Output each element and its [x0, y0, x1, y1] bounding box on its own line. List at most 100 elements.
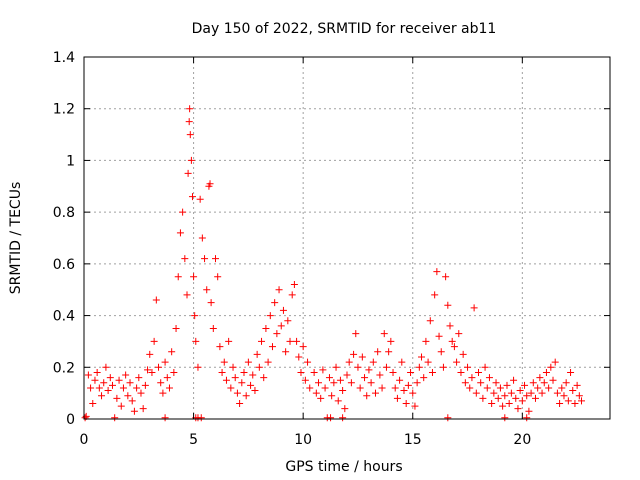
data-point: [325, 374, 333, 382]
data-point: [277, 322, 285, 330]
data-point: [214, 273, 222, 281]
data-point: [439, 363, 447, 371]
data-point: [161, 358, 169, 366]
data-point: [503, 381, 511, 389]
data-point: [525, 407, 533, 415]
data-point: [157, 379, 165, 387]
data-point: [260, 374, 268, 382]
data-point: [339, 414, 347, 422]
data-point: [222, 376, 230, 384]
data-point: [407, 368, 415, 376]
data-point: [244, 358, 252, 366]
data-point: [382, 363, 390, 371]
data-point: [396, 376, 404, 384]
data-point: [354, 363, 362, 371]
data-point: [310, 368, 318, 376]
data-point: [170, 368, 178, 376]
data-point: [247, 381, 255, 389]
data-point: [327, 414, 335, 422]
y-tick-label: 0.4: [53, 309, 75, 325]
data-point: [328, 392, 336, 400]
data-point: [188, 193, 196, 201]
x-tick-label: 15: [404, 432, 422, 448]
data-point: [312, 389, 320, 397]
data-point: [371, 389, 379, 397]
data-point: [385, 348, 393, 356]
data-point: [567, 368, 575, 376]
data-point: [510, 376, 518, 384]
plot-frame: [83, 56, 611, 420]
data-point: [369, 358, 377, 366]
data-point: [330, 379, 338, 387]
data-point: [551, 358, 559, 366]
data-point: [464, 363, 472, 371]
data-point: [206, 180, 214, 188]
data-point: [448, 337, 456, 345]
data-point: [98, 392, 106, 400]
data-point: [431, 291, 439, 299]
data-point: [93, 368, 101, 376]
data-point: [255, 363, 263, 371]
data-point: [475, 368, 482, 376]
data-point: [422, 337, 430, 345]
data-point: [249, 371, 257, 379]
data-point: [135, 374, 143, 382]
data-point: [367, 379, 375, 387]
data-point: [100, 379, 108, 387]
data-point: [185, 118, 193, 126]
data-point: [203, 286, 211, 294]
data-point: [523, 392, 531, 400]
data-point: [564, 397, 572, 405]
data-point: [437, 348, 445, 356]
data-point: [111, 414, 119, 422]
data-point: [186, 105, 194, 113]
data-point: [191, 312, 199, 320]
data-point: [91, 376, 99, 384]
data-point: [426, 317, 434, 325]
data-point: [459, 350, 467, 358]
data-point: [286, 337, 294, 345]
y-tick-label: 0: [66, 412, 75, 428]
data-point: [161, 414, 169, 422]
data-point: [461, 379, 469, 387]
data-point: [190, 273, 198, 281]
data-point: [159, 389, 167, 397]
data-point: [378, 384, 386, 392]
data-point: [444, 301, 452, 309]
data-point: [413, 379, 421, 387]
data-point: [472, 389, 480, 397]
data-point: [402, 399, 410, 407]
data-point: [481, 363, 489, 371]
data-point: [569, 387, 577, 395]
data-point: [332, 363, 340, 371]
data-point: [139, 405, 147, 413]
data-point: [393, 394, 401, 402]
data-point: [253, 350, 261, 358]
data-point: [536, 374, 544, 382]
data-point: [87, 384, 95, 392]
data-point: [275, 286, 283, 294]
x-tick-label: 20: [513, 432, 531, 448]
data-point: [273, 330, 281, 338]
data-point: [542, 368, 550, 376]
data-point: [418, 353, 426, 361]
data-point: [494, 394, 502, 402]
data-point: [352, 330, 360, 338]
data-point: [150, 337, 158, 345]
data-point: [148, 368, 156, 376]
data-point: [556, 399, 564, 407]
data-point: [163, 374, 171, 382]
data-point: [488, 399, 496, 407]
data-point: [545, 384, 553, 392]
y-tick-label: 0.6: [53, 257, 75, 273]
data-point: [229, 363, 237, 371]
data-point: [420, 374, 428, 382]
data-point: [450, 343, 458, 351]
x-tick-label: 10: [294, 432, 312, 448]
data-point: [499, 402, 507, 410]
data-point: [404, 381, 412, 389]
data-point: [345, 358, 353, 366]
data-point: [501, 392, 509, 400]
data-point: [89, 399, 97, 407]
